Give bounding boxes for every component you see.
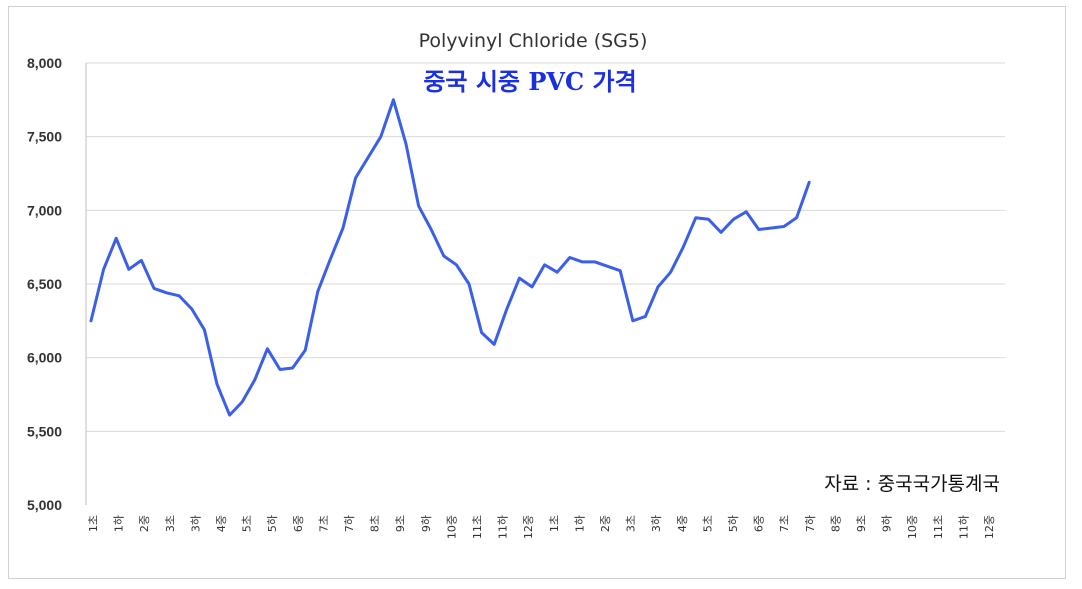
series-line-pvc-price — [89, 98, 811, 417]
x-tick-label: 4중 — [676, 515, 689, 532]
x-tick-label: 1하 — [572, 515, 586, 532]
x-tick-label: 9하 — [419, 515, 433, 532]
gridlines — [86, 62, 1005, 432]
x-tick-label: 9초 — [855, 515, 868, 532]
x-tick-label: 4중 — [215, 515, 228, 532]
y-tick-label: 7,000 — [27, 202, 62, 218]
chart-subtitle: 중국 시중 PVC 가격 — [423, 67, 636, 96]
y-axis-tick-labels: 5,000 5,500 6,000 6,500 7,000 7,500 8,000 — [27, 55, 62, 513]
y-tick-label: 5,000 — [27, 497, 62, 513]
x-tick-label: 11초 — [471, 515, 484, 539]
y-tick-label: 7,500 — [27, 129, 62, 145]
x-tick-label: 3초 — [625, 515, 638, 532]
x-tick-label: 5하 — [265, 515, 279, 532]
x-tick-label: 8중 — [829, 515, 842, 532]
x-tick-label: 3초 — [164, 515, 177, 532]
y-tick-label: 6,000 — [27, 350, 62, 366]
x-tick-label: 10중 — [906, 515, 919, 539]
x-tick-label: 12중 — [522, 515, 535, 539]
x-tick-label: 9초 — [394, 515, 407, 532]
x-tick-label: 5초 — [241, 515, 254, 532]
x-tick-label: 7하 — [803, 515, 817, 532]
x-tick-label: 1초 — [548, 515, 561, 532]
y-tick-label: 5,500 — [27, 423, 62, 439]
x-tick-label: 3하 — [649, 515, 663, 532]
x-tick-label: 6중 — [753, 515, 766, 532]
x-tick-label: 5하 — [726, 515, 740, 532]
x-tick-label: 1초 — [87, 515, 100, 532]
chart-frame — [8, 6, 1066, 579]
x-tick-label: 11하 — [496, 515, 510, 539]
x-tick-label: 8초 — [369, 515, 382, 532]
y-tick-label: 8,000 — [27, 55, 62, 71]
x-axis-tick-labels: 1초 1하 2중 3초 3하 4중 5초 5하 6중 7초 7하 8초 9초 9하 10중 11초 11하 12중… — [87, 515, 996, 539]
x-tick-label: 7초 — [778, 515, 791, 532]
source-note: 자료 : 중국국가통계국 — [824, 473, 1000, 495]
x-tick-label: 1하 — [112, 515, 126, 532]
x-tick-label: 6중 — [292, 515, 305, 532]
y-tick-label: 6,500 — [27, 276, 62, 292]
x-tick-label: 3하 — [188, 515, 202, 532]
x-tick-label: 7하 — [342, 515, 356, 532]
x-tick-label: 12중 — [983, 515, 996, 539]
x-tick-label: 11초 — [932, 515, 945, 539]
x-tick-label: 2중 — [138, 515, 151, 532]
x-tick-label: 9하 — [880, 515, 894, 532]
x-tick-label: 2중 — [599, 515, 612, 532]
x-tick-label: 10중 — [445, 515, 458, 539]
x-tick-label: 11하 — [956, 515, 970, 539]
x-tick-label: 7초 — [317, 515, 330, 532]
x-tick-label: 5초 — [701, 515, 714, 532]
chart-title: Polyvinyl Chloride (SG5) — [419, 30, 648, 52]
